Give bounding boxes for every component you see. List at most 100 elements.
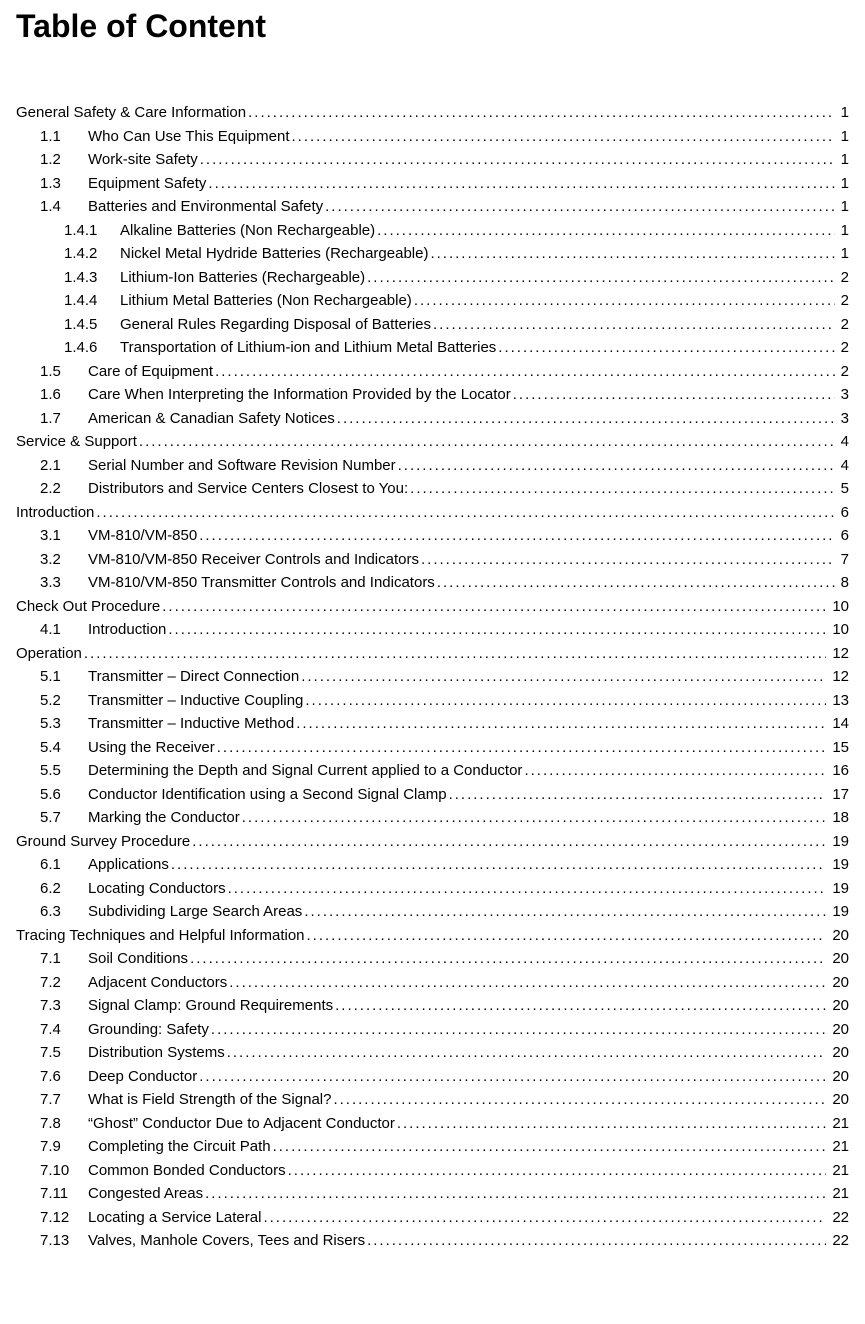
toc-entry: 6.2Locating Conductors19 xyxy=(16,881,849,896)
toc-entry: 5.2Transmitter – Inductive Coupling13 xyxy=(16,693,849,708)
toc-entry-number: 1.1 xyxy=(40,129,88,144)
toc-entry-page: 1 xyxy=(837,152,849,167)
toc-leader-dots xyxy=(430,246,834,261)
toc-entry-number: 7.5 xyxy=(40,1045,88,1060)
toc-entry-label: General Rules Regarding Disposal of Batt… xyxy=(120,317,431,332)
toc-entry-page: 5 xyxy=(837,481,849,496)
toc-entry-number: 1.5 xyxy=(40,364,88,379)
toc-leader-dots xyxy=(397,1116,826,1131)
toc-leader-dots xyxy=(96,505,834,520)
toc-leader-dots xyxy=(205,1186,826,1201)
toc-leader-dots xyxy=(305,693,826,708)
toc-entry: 7.13Valves, Manhole Covers, Tees and Ris… xyxy=(16,1233,849,1248)
toc-entry: Service & Support4 xyxy=(16,434,849,449)
toc-entry-label: Common Bonded Conductors xyxy=(88,1163,286,1178)
toc-leader-dots xyxy=(524,763,826,778)
toc-entry-label: Alkaline Batteries (Non Rechargeable) xyxy=(120,223,375,238)
toc-entry-page: 10 xyxy=(828,599,849,614)
toc-leader-dots xyxy=(139,434,835,449)
toc-leader-dots xyxy=(449,787,827,802)
toc-entry-label: VM-810/VM-850 xyxy=(88,528,197,543)
toc-entry-number: 1.4 xyxy=(40,199,88,214)
toc-entry: Tracing Techniques and Helpful Informati… xyxy=(16,928,849,943)
toc-entry: 7.5Distribution Systems20 xyxy=(16,1045,849,1060)
toc-leader-dots xyxy=(84,646,826,661)
toc-entry-page: 2 xyxy=(837,317,849,332)
toc-entry-number: 1.4.6 xyxy=(64,340,120,355)
toc-leader-dots xyxy=(296,716,826,731)
toc-entry-label: Signal Clamp: Ground Requirements xyxy=(88,998,333,1013)
toc-entry-label: Applications xyxy=(88,857,169,872)
toc-entry-label: Check Out Procedure xyxy=(16,599,160,614)
toc-entry-label: Subdividing Large Search Areas xyxy=(88,904,302,919)
toc-leader-dots xyxy=(333,1092,826,1107)
toc-entry-number: 1.4.4 xyxy=(64,293,120,308)
toc-entry-label: Distributors and Service Centers Closest… xyxy=(88,481,408,496)
toc-entry-number: 1.4.1 xyxy=(64,223,120,238)
toc-leader-dots xyxy=(433,317,835,332)
toc-entry-number: 5.6 xyxy=(40,787,88,802)
toc-entry-number: 7.10 xyxy=(40,1163,88,1178)
toc-entry-label: VM-810/VM-850 Transmitter Controls and I… xyxy=(88,575,435,590)
toc-entry: 1.4.2Nickel Metal Hydride Batteries (Rec… xyxy=(16,246,849,261)
toc-entry-number: 7.13 xyxy=(40,1233,88,1248)
toc-entry: 3.1VM-810/VM-8506 xyxy=(16,528,849,543)
toc-leader-dots xyxy=(229,975,826,990)
toc-entry-label: Lithium-Ion Batteries (Rechargeable) xyxy=(120,270,365,285)
toc-entry-number: 4.1 xyxy=(40,622,88,637)
toc-entry-number: 6.1 xyxy=(40,857,88,872)
toc-leader-dots xyxy=(162,599,826,614)
toc-leader-dots xyxy=(367,1233,826,1248)
toc-entry: 7.11Congested Areas21 xyxy=(16,1186,849,1201)
toc-entry-page: 18 xyxy=(828,810,849,825)
toc-leader-dots xyxy=(335,998,826,1013)
toc-entry: 7.6Deep Conductor20 xyxy=(16,1069,849,1084)
toc-entry-page: 7 xyxy=(837,552,849,567)
toc-entry-label: Transmitter – Inductive Method xyxy=(88,716,294,731)
toc-entry-page: 1 xyxy=(837,176,849,191)
toc-entry-label: Ground Survey Procedure xyxy=(16,834,190,849)
toc-entry-label: Introduction xyxy=(88,622,166,637)
toc-entry-label: Deep Conductor xyxy=(88,1069,197,1084)
toc-entry-page: 1 xyxy=(837,223,849,238)
toc-entry-label: Grounding: Safety xyxy=(88,1022,209,1037)
toc-entry-label: Locating Conductors xyxy=(88,881,226,896)
toc-entry-label: American & Canadian Safety Notices xyxy=(88,411,335,426)
toc-leader-dots xyxy=(200,152,835,167)
toc-entry-page: 16 xyxy=(828,763,849,778)
toc-entry: 4.1Introduction10 xyxy=(16,622,849,637)
toc-entry-label: Completing the Circuit Path xyxy=(88,1139,271,1154)
toc-entry-label: Marking the Conductor xyxy=(88,810,240,825)
toc-leader-dots xyxy=(211,1022,826,1037)
toc-entry-number: 2.1 xyxy=(40,458,88,473)
toc-leader-dots xyxy=(513,387,835,402)
toc-leader-dots xyxy=(263,1210,826,1225)
toc-entry: 1.4.4Lithium Metal Batteries (Non Rechar… xyxy=(16,293,849,308)
toc-entry-label: Lithium Metal Batteries (Non Rechargeabl… xyxy=(120,293,412,308)
toc-entry: 1.1Who Can Use This Equipment1 xyxy=(16,129,849,144)
toc-leader-dots xyxy=(498,340,834,355)
toc-entry: 1.4.6Transportation of Lithium-ion and L… xyxy=(16,340,849,355)
toc-entry-page: 19 xyxy=(828,857,849,872)
toc-entry-number: 7.2 xyxy=(40,975,88,990)
toc-entry: 5.4Using the Receiver15 xyxy=(16,740,849,755)
toc-entry: 5.5Determining the Depth and Signal Curr… xyxy=(16,763,849,778)
toc-entry-page: 1 xyxy=(837,246,849,261)
toc-entry-page: 1 xyxy=(837,105,849,120)
toc-entry-number: 3.3 xyxy=(40,575,88,590)
toc-entry-page: 4 xyxy=(837,458,849,473)
toc-entry: 5.3Transmitter – Inductive Method14 xyxy=(16,716,849,731)
toc-leader-dots xyxy=(199,528,834,543)
toc-entry-number: 1.4.5 xyxy=(64,317,120,332)
toc-entry-label: Soil Conditions xyxy=(88,951,188,966)
toc-entry: 3.2VM-810/VM-850 Receiver Controls and I… xyxy=(16,552,849,567)
toc-entry-page: 12 xyxy=(828,669,849,684)
toc-entry-label: Conductor Identification using a Second … xyxy=(88,787,447,802)
toc-entry-number: 7.3 xyxy=(40,998,88,1013)
toc-entry-page: 19 xyxy=(828,881,849,896)
toc-entry-page: 20 xyxy=(828,928,849,943)
toc-entry-page: 12 xyxy=(828,646,849,661)
toc-entry: 1.4.5General Rules Regarding Disposal of… xyxy=(16,317,849,332)
toc-entry-page: 21 xyxy=(828,1139,849,1154)
toc-leader-dots xyxy=(307,928,827,943)
